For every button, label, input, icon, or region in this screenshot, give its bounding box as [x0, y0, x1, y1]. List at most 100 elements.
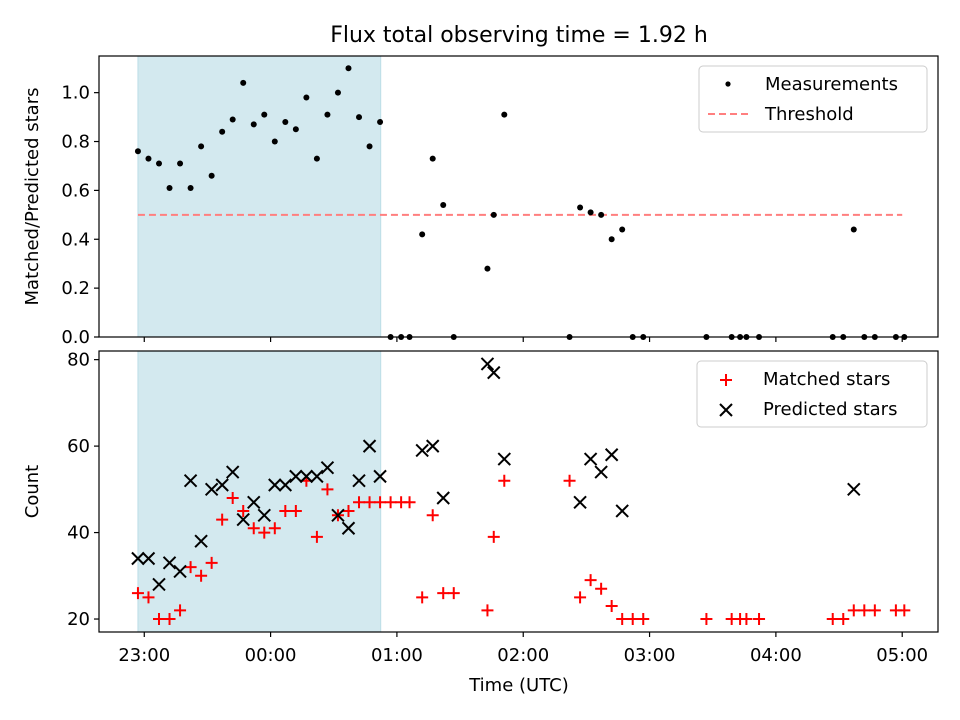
- matched-star-marker: [174, 604, 187, 617]
- matched-star-marker: [700, 613, 713, 626]
- legend-label-predicted: Predicted stars: [763, 399, 897, 420]
- measurement-point: [598, 211, 605, 218]
- matched-star-marker: [826, 613, 839, 626]
- legend-bottom: Matched stars Predicted stars: [696, 360, 928, 428]
- predicted-star-marker: [162, 556, 177, 570]
- predicted-star-marker: [215, 478, 229, 492]
- matched-star-marker: [898, 604, 911, 617]
- measurement-point: [303, 94, 310, 101]
- x-tick-label: 03:00: [624, 645, 676, 666]
- measurement-point: [377, 118, 384, 125]
- measurement-point: [292, 126, 299, 133]
- x-tick-label: 23:00: [118, 645, 170, 666]
- matched-star-marker: [195, 569, 208, 582]
- legend-top: Measurements Threshold: [698, 65, 928, 133]
- x-tick-label: 04:00: [750, 645, 802, 666]
- panel-top: 0.0 0.2 0.4 0.6 0.8 1.0 Matched/Predicted sta…: [22, 55, 939, 348]
- x-tick-label: 01:00: [371, 645, 423, 666]
- predicted-star-marker: [594, 465, 608, 479]
- legend-label-measurements: Measurements: [765, 74, 898, 95]
- legend-box-top: [698, 65, 928, 133]
- y-axis-label-top: Matched/Predicted stars: [22, 88, 43, 306]
- matched-star-marker: [416, 591, 429, 604]
- predicted-star-marker: [373, 469, 387, 484]
- legend-label-threshold: Threshold: [764, 104, 854, 125]
- y-tick-label: 0.0: [61, 327, 90, 348]
- matched-star-marker: [563, 474, 576, 487]
- measurement-point: [587, 209, 594, 216]
- matched-star-marker: [258, 526, 271, 539]
- matched-star-marker: [837, 613, 850, 626]
- measurement-point: [324, 111, 331, 118]
- predicted-star-marker: [331, 508, 345, 522]
- matched-star-marker: [637, 613, 650, 626]
- matched-star-marker: [847, 604, 860, 617]
- predicted-star-marker: [436, 491, 450, 505]
- x-axis-ticks-top: [143, 337, 903, 342]
- measurement-point: [484, 265, 491, 272]
- matched-star-marker: [616, 613, 629, 626]
- measurement-point: [261, 111, 268, 118]
- matched-star-marker: [437, 587, 450, 600]
- matched-stars-points: [131, 474, 911, 626]
- predicted-star-marker: [583, 452, 598, 466]
- predicted-star-marker: [425, 439, 440, 453]
- predicted-star-marker: [615, 504, 629, 518]
- measurement-point: [313, 155, 320, 162]
- measurement-point: [501, 111, 508, 118]
- predicted-star-marker: [480, 357, 495, 371]
- shaded-region-top: [137, 55, 382, 338]
- matched-star-marker: [740, 613, 753, 626]
- matched-star-marker: [595, 582, 608, 595]
- legend-marker-predicted: [719, 403, 733, 417]
- matched-star-marker: [487, 530, 500, 543]
- y-axis-ticks-top: 0.0 0.2 0.4 0.6 0.8 1.0: [61, 83, 99, 348]
- predicted-star-marker: [204, 482, 219, 497]
- measurement-point: [334, 89, 341, 96]
- matched-star-marker: [498, 474, 511, 487]
- panel-bottom: 20 40 60 80 23:00 00:00 01:00 02:00 03:00 04:00 0…: [22, 350, 939, 666]
- x-tick-label: 05:00: [876, 645, 928, 666]
- predicted-star-marker: [152, 577, 166, 592]
- predicted-star-marker: [278, 478, 293, 492]
- axes-frame-bottom: [98, 350, 939, 633]
- matched-star-marker: [584, 574, 597, 587]
- measurement-point: [490, 211, 497, 218]
- predicted-star-marker: [131, 551, 145, 566]
- measurement-point: [608, 236, 615, 243]
- y-tick-label: 0.6: [61, 180, 90, 201]
- measurement-point: [429, 155, 436, 162]
- predicted-star-marker: [289, 469, 303, 484]
- measurement-point: [219, 128, 226, 135]
- matched-star-marker: [163, 613, 176, 626]
- predicted-star-marker: [573, 495, 587, 510]
- shaded-region-bottom: [137, 350, 382, 633]
- matched-star-marker: [753, 613, 766, 626]
- measurement-point: [166, 184, 173, 191]
- matched-star-marker: [353, 496, 366, 509]
- matched-star-marker: [626, 613, 639, 626]
- predicted-star-marker: [847, 482, 861, 497]
- matched-star-marker: [226, 491, 239, 504]
- x-tick-label: 00:00: [245, 645, 297, 666]
- matched-star-marker: [858, 604, 871, 617]
- predicted-star-marker: [299, 469, 314, 484]
- predicted-star-marker: [415, 443, 429, 458]
- predicted-star-marker: [352, 473, 366, 488]
- x-axis-ticks-bottom: 23:00 00:00 01:00 02:00 03:00 04:00 05:00: [118, 632, 928, 666]
- matched-star-marker: [268, 522, 281, 535]
- predicted-star-marker: [183, 473, 198, 488]
- predicted-star-marker: [225, 465, 240, 479]
- y-tick-label: 0.2: [61, 278, 90, 299]
- matched-star-marker: [403, 496, 416, 509]
- axes-frame-top: [98, 55, 939, 338]
- predicted-star-marker: [310, 469, 324, 484]
- measurement-point: [145, 155, 152, 162]
- measurement-point: [187, 184, 194, 191]
- measurement-point: [156, 160, 163, 167]
- y-tick-label: 40: [67, 523, 90, 544]
- x-tick-label: 02:00: [497, 645, 549, 666]
- measurement-point: [250, 121, 257, 128]
- predicted-star-marker: [320, 461, 335, 475]
